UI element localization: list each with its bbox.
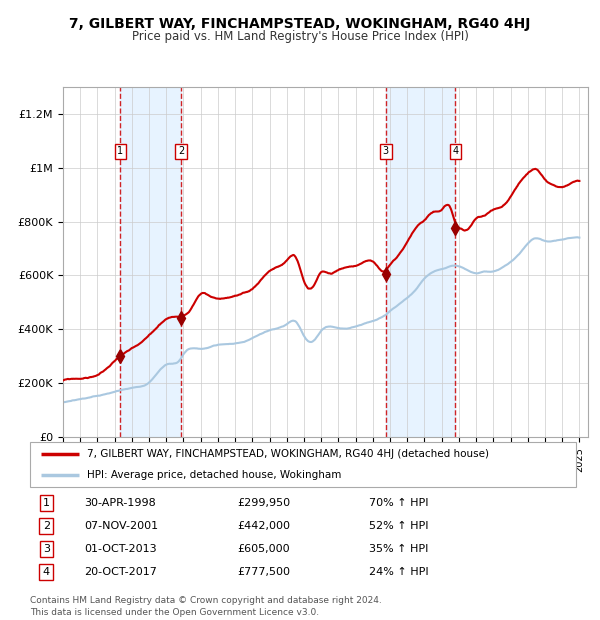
Text: £605,000: £605,000 bbox=[238, 544, 290, 554]
Text: £777,500: £777,500 bbox=[238, 567, 290, 577]
Text: 4: 4 bbox=[43, 567, 50, 577]
Text: 4: 4 bbox=[452, 146, 458, 156]
Text: 1: 1 bbox=[43, 498, 50, 508]
Text: £299,950: £299,950 bbox=[238, 498, 290, 508]
Text: 2: 2 bbox=[43, 521, 50, 531]
Bar bbox=[386, 87, 455, 437]
Text: 3: 3 bbox=[383, 146, 389, 156]
Text: 30-APR-1998: 30-APR-1998 bbox=[85, 498, 157, 508]
Text: Contains HM Land Registry data © Crown copyright and database right 2024.: Contains HM Land Registry data © Crown c… bbox=[30, 596, 382, 606]
Text: 7, GILBERT WAY, FINCHAMPSTEAD, WOKINGHAM, RG40 4HJ: 7, GILBERT WAY, FINCHAMPSTEAD, WOKINGHAM… bbox=[70, 17, 530, 32]
Text: HPI: Average price, detached house, Wokingham: HPI: Average price, detached house, Woki… bbox=[88, 469, 342, 480]
Text: 3: 3 bbox=[43, 544, 50, 554]
Text: 24% ↑ HPI: 24% ↑ HPI bbox=[368, 567, 428, 577]
Text: Price paid vs. HM Land Registry's House Price Index (HPI): Price paid vs. HM Land Registry's House … bbox=[131, 30, 469, 43]
Text: 52% ↑ HPI: 52% ↑ HPI bbox=[368, 521, 428, 531]
Text: 7, GILBERT WAY, FINCHAMPSTEAD, WOKINGHAM, RG40 4HJ (detached house): 7, GILBERT WAY, FINCHAMPSTEAD, WOKINGHAM… bbox=[88, 449, 490, 459]
Text: 35% ↑ HPI: 35% ↑ HPI bbox=[368, 544, 428, 554]
Bar bbox=[121, 87, 181, 437]
Text: 20-OCT-2017: 20-OCT-2017 bbox=[85, 567, 157, 577]
Text: 2: 2 bbox=[178, 146, 184, 156]
Text: 07-NOV-2001: 07-NOV-2001 bbox=[85, 521, 159, 531]
Text: This data is licensed under the Open Government Licence v3.0.: This data is licensed under the Open Gov… bbox=[30, 608, 319, 617]
Text: 01-OCT-2013: 01-OCT-2013 bbox=[85, 544, 157, 554]
Text: £442,000: £442,000 bbox=[238, 521, 290, 531]
FancyBboxPatch shape bbox=[30, 442, 576, 487]
Text: 70% ↑ HPI: 70% ↑ HPI bbox=[368, 498, 428, 508]
Text: 1: 1 bbox=[117, 146, 124, 156]
